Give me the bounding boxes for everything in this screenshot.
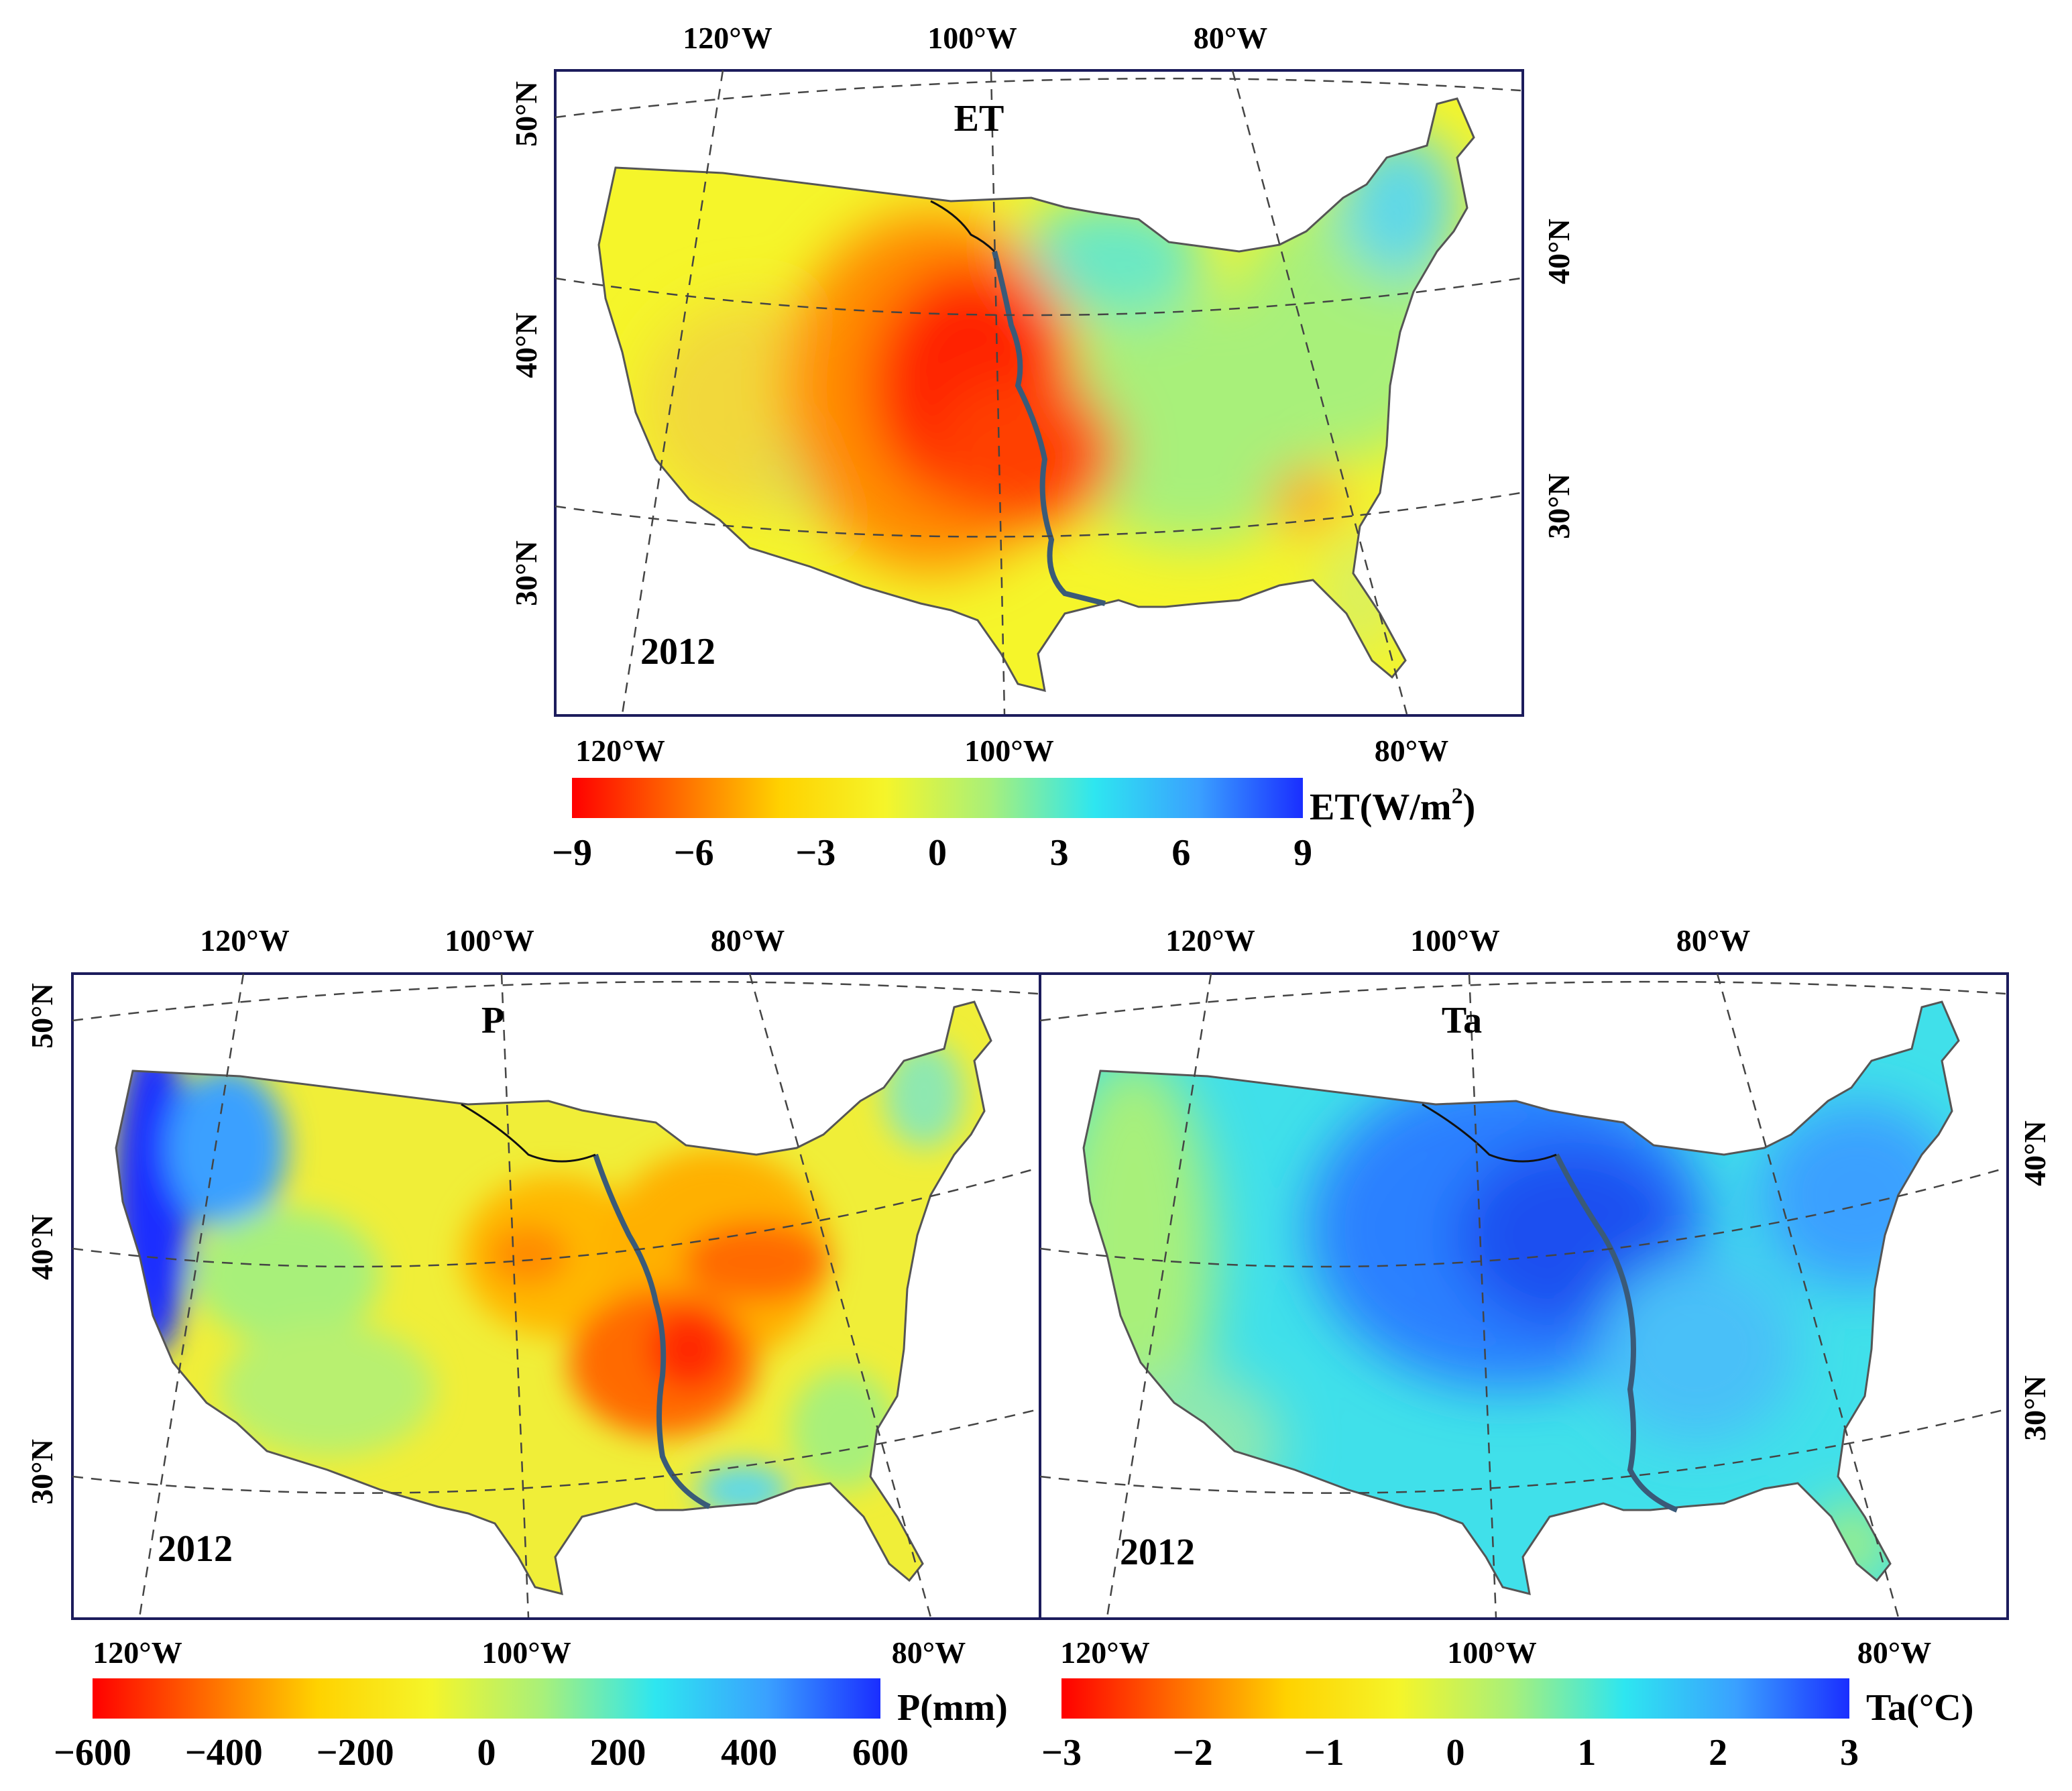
et-colorbar-tick-label: −6: [674, 832, 714, 874]
p-title: P: [481, 1000, 504, 1041]
et-year-label: 2012: [640, 631, 715, 673]
ta-bottom-lon-label: 100°W: [1447, 1635, 1536, 1670]
et-colorbar-tick-label: 9: [1293, 832, 1312, 874]
p-colorbar-tick-label: 0: [477, 1732, 496, 1774]
et-title: ET: [954, 98, 1004, 139]
ta-right-lat-label: 40°N: [2018, 1120, 2052, 1186]
p-map-panel: [71, 972, 1041, 1620]
ta-colorbar-ramp: [1061, 1678, 1849, 1719]
et-left-lat-label: 30°N: [509, 540, 543, 606]
et-left-lat-label: 50°N: [509, 81, 543, 147]
ta-colorbar-tick-label: 3: [1840, 1732, 1859, 1774]
ta-top-lon-label: 120°W: [1165, 923, 1255, 958]
p-colorbar-tick-label: −600: [54, 1732, 131, 1774]
ta-graticule: [1039, 973, 2006, 1618]
ta-top-lon-label: 80°W: [1676, 923, 1750, 958]
et-bottom-lon-label: 120°W: [575, 734, 665, 768]
p-colorbar-tick-label: 200: [589, 1732, 646, 1774]
p-top-lon-label: 120°W: [200, 923, 289, 958]
et-colorbar: ET(W/m2) −9 −6 −3 0 3 6 9: [552, 778, 1475, 874]
ta-bottom-lon-label: 120°W: [1060, 1635, 1149, 1670]
et-colorbar-ramp: [572, 778, 1303, 818]
p-river: [593, 1153, 711, 1509]
p-top-lon-label: 80°W: [711, 923, 785, 958]
et-river: [992, 251, 1106, 606]
et-left-lat-label: 40°N: [509, 312, 543, 378]
p-left-lat-label: 40°N: [25, 1214, 59, 1280]
p-year-label: 2012: [158, 1528, 233, 1570]
et-border: [930, 200, 996, 253]
p-bottom-lon-label: 80°W: [892, 1635, 966, 1670]
et-bottom-lon-label: 100°W: [964, 734, 1053, 768]
ta-colorbar-unit: Ta(°C): [1866, 1687, 1973, 1729]
ta-border: [1422, 1103, 1557, 1163]
ta-year-label: 2012: [1120, 1532, 1195, 1573]
p-border: [461, 1103, 596, 1163]
et-bottom-lon-label: 80°W: [1375, 734, 1448, 768]
p-colorbar-ramp: [93, 1678, 880, 1719]
ta-colorbar-tick-label: 2: [1709, 1732, 1727, 1774]
p-colorbar-tick-label: 400: [721, 1732, 777, 1774]
ta-bottom-lon-label: 80°W: [1857, 1635, 1931, 1670]
et-colorbar-unit: ET(W/m2): [1310, 784, 1475, 828]
et-graticule: [555, 70, 1521, 715]
et-right-lat-label: 40°N: [1542, 219, 1576, 284]
ta-colorbar-tick-label: −2: [1173, 1732, 1213, 1774]
ta-colorbar-tick-label: −3: [1041, 1732, 1082, 1774]
p-top-lon-label: 100°W: [445, 923, 534, 958]
ta-map-panel: [1039, 972, 2009, 1620]
ta-title: Ta: [1442, 1000, 1482, 1041]
ta-river: [1554, 1153, 1678, 1513]
et-colorbar-tick-label: 3: [1050, 832, 1069, 874]
p-bottom-lon-label: 100°W: [481, 1635, 571, 1670]
p-graticule: [72, 973, 1039, 1618]
et-top-lon-label: 100°W: [927, 21, 1017, 55]
p-colorbar-tick-label: 600: [852, 1732, 909, 1774]
et-top-lon-label: 120°W: [683, 21, 772, 55]
p-left-lat-label: 30°N: [25, 1439, 59, 1505]
p-colorbar-tick-label: −400: [185, 1732, 263, 1774]
p-bottom-lon-label: 120°W: [93, 1635, 182, 1670]
ta-colorbar-tick-label: −1: [1304, 1732, 1344, 1774]
et-colorbar-tick-label: −3: [795, 832, 836, 874]
p-colorbar-tick-label: −200: [316, 1732, 394, 1774]
ta-colorbar-tick-label: 1: [1577, 1732, 1596, 1774]
p-colorbar: P(mm) −600 −400 −200 0 200 400 600: [54, 1678, 1008, 1774]
ta-right-lat-label: 30°N: [2018, 1375, 2052, 1441]
ta-top-lon-label: 100°W: [1410, 923, 1499, 958]
p-left-lat-label: 50°N: [25, 983, 59, 1049]
ta-colorbar: Ta(°C) −3 −2 −1 0 1 2 3: [1041, 1678, 1973, 1774]
et-right-lat-label: 30°N: [1542, 473, 1576, 539]
et-colorbar-tick-label: −9: [552, 832, 592, 874]
et-top-lon-label: 80°W: [1194, 21, 1267, 55]
et-colorbar-tick-label: 6: [1171, 832, 1190, 874]
et-colorbar-tick-label: 0: [928, 832, 947, 874]
ta-colorbar-tick-label: 0: [1446, 1732, 1465, 1774]
p-colorbar-unit: P(mm): [897, 1687, 1008, 1729]
et-map-panel: [554, 69, 1524, 717]
